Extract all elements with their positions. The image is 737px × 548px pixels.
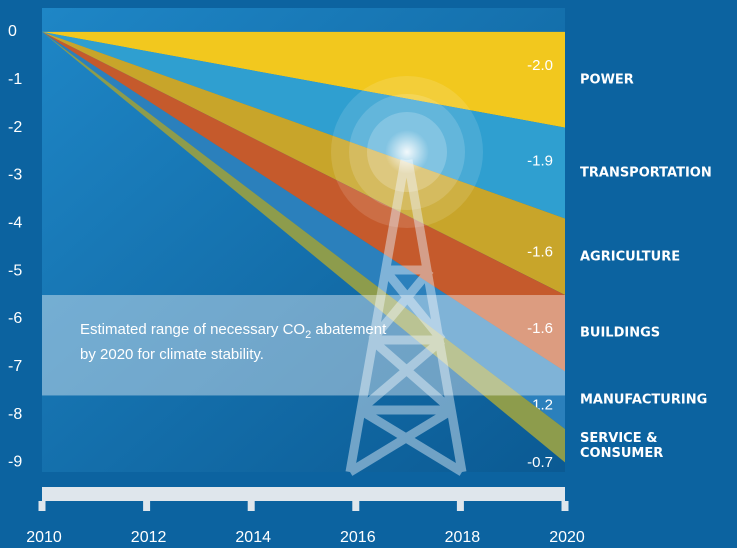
y-tick-label: -4 bbox=[8, 214, 22, 231]
ruler bbox=[42, 487, 565, 501]
legend-label: MANUFACTURING bbox=[580, 392, 708, 408]
y-tick-label: -3 bbox=[8, 167, 22, 184]
y-tick-label: -1 bbox=[8, 71, 22, 88]
y-tick-label: -2 bbox=[8, 119, 22, 136]
y-tick-label: -8 bbox=[8, 406, 22, 423]
abatement-range bbox=[42, 295, 565, 396]
x-tick-label: 2010 bbox=[26, 529, 62, 546]
annotation: Estimated range of necessary CO2 abateme… bbox=[80, 321, 387, 341]
value-label: -1.6 bbox=[527, 320, 553, 337]
areas: -2.0-1.9-1.6-1.6-1.2-0.7 bbox=[42, 31, 565, 471]
annotation-text: Estimated range of necessary CO bbox=[80, 321, 305, 338]
value-label: -0.7 bbox=[527, 454, 553, 471]
x-tick-label: 2012 bbox=[131, 529, 167, 546]
annotation: by 2020 for climate stability. bbox=[80, 346, 264, 363]
legend-label: SERVICE & CONSUMER bbox=[580, 430, 664, 461]
x-tick-label: 2018 bbox=[445, 529, 481, 546]
annotation-text: abatement bbox=[311, 321, 387, 338]
area bbox=[42, 31, 565, 463]
y-tick-label: 0 bbox=[8, 23, 17, 40]
legend-label: AGRICULTURE bbox=[580, 249, 681, 265]
y-tick-label: -9 bbox=[8, 454, 22, 471]
y-tick-label: -6 bbox=[8, 310, 22, 327]
x-tick-label: 2016 bbox=[340, 529, 376, 546]
value-label: -2.0 bbox=[527, 57, 553, 74]
legend-label: POWER bbox=[580, 72, 634, 88]
legend-label: TRANSPORTATION bbox=[580, 165, 712, 181]
y-tick-label: -7 bbox=[8, 358, 22, 375]
annotation-subscript: 2 bbox=[305, 329, 311, 341]
tower bbox=[345, 159, 467, 476]
legend-label: BUILDINGS bbox=[580, 325, 661, 341]
axes: 0 -1 -2 -3 -4 -5 -6 -7 -8 -9 2010 2012 2014 2016 2018 2… bbox=[8, 23, 585, 546]
area bbox=[42, 31, 565, 429]
y-tick-label: -5 bbox=[8, 262, 22, 279]
value-label: -1.6 bbox=[527, 243, 553, 260]
x-tick-label: 2014 bbox=[235, 529, 271, 546]
x-tick-label: 2020 bbox=[549, 529, 585, 546]
value-label: -1.9 bbox=[527, 153, 553, 170]
signal bbox=[331, 76, 483, 228]
abatement-band: Estimated range of necessary CO2 abateme… bbox=[42, 295, 565, 396]
